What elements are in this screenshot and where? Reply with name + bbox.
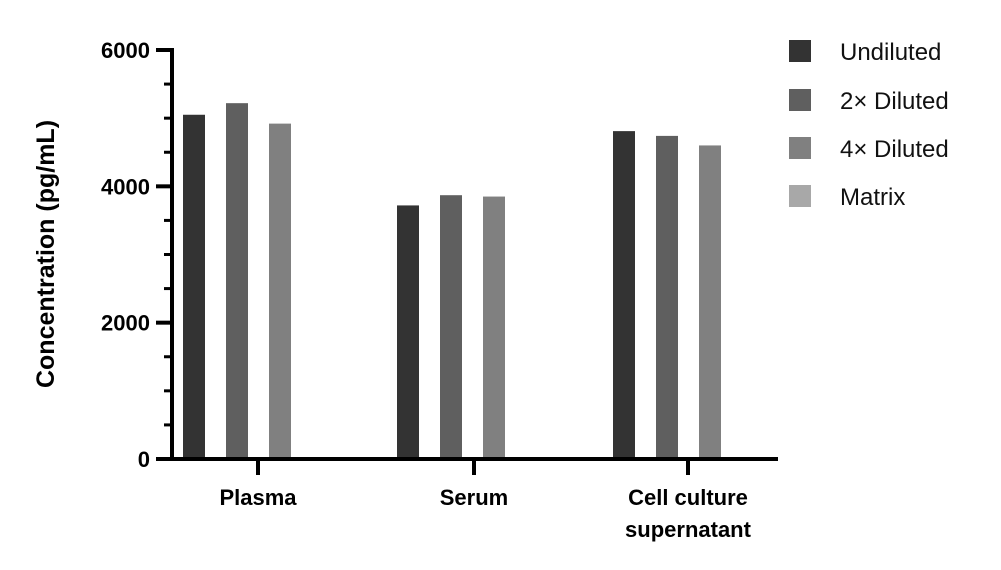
bar-2-diluted-2 [656,135,678,459]
x-category-label: supernatant [625,517,752,542]
y-axis-label: Concentration (pg/mL) [32,120,60,388]
bar-2-diluted-0 [226,103,248,460]
bar-2-diluted-1 [440,195,462,459]
plot-area: 0 2000 4000 6000 Plasma Serum Cell culture supe… [101,38,778,542]
y-tick-label: 6000 [101,38,150,63]
x-category-label: Cell culture [628,485,748,510]
legend-label: 2× Diluted [840,88,949,115]
legend-swatch [789,185,811,207]
y-tick-label: 0 [138,447,150,472]
bar-4-diluted-1 [483,196,505,459]
legend-label: 4× Diluted [840,136,949,163]
legend-label: Matrix [840,184,905,211]
bar-4-diluted-2 [699,145,721,459]
legend-label: Undiluted [840,39,941,66]
bar-4-diluted-0 [269,123,291,460]
legend-swatch [789,40,811,62]
bar-undiluted-0 [183,114,205,459]
y-tick-label: 4000 [101,174,150,199]
legend: Undiluted 2× Diluted 4× Diluted Matrix [789,39,949,211]
bar-undiluted-1 [397,205,419,459]
legend-swatch [789,89,811,111]
bar-undiluted-2 [613,131,635,459]
legend-swatch [789,137,811,159]
x-category-label: Plasma [219,485,297,510]
y-tick-label: 2000 [101,311,150,336]
x-category-label: Serum [440,485,508,510]
